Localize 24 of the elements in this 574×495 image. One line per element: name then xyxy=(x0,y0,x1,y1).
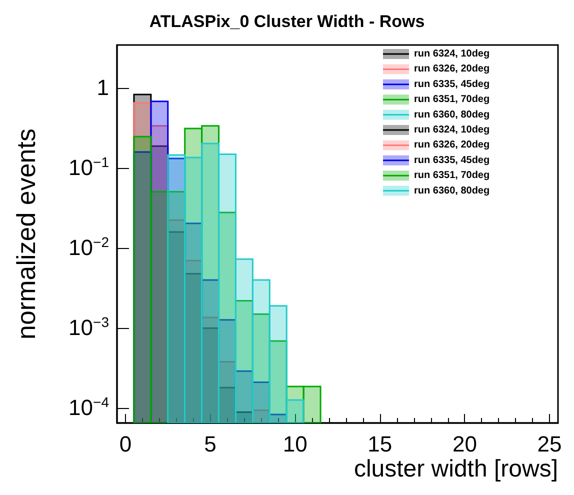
y-tick-label: 10$^{−4}$ xyxy=(68,394,109,422)
text: run 6360, 80deg xyxy=(414,109,490,120)
legend-label: run 6324, 10deg xyxy=(414,124,490,136)
text: run 6326, 20deg xyxy=(414,64,490,75)
legend-label: run 6335, 45deg xyxy=(414,154,490,166)
y-tick-label: 1 xyxy=(96,74,109,102)
y-tick-label: 10$^{−1}$ xyxy=(68,154,109,182)
chart-title: ATLASPix_0 Cluster Width - Rows xyxy=(149,12,425,31)
x-tick-label: 25 xyxy=(537,432,562,456)
x-axis-title: cluster width [rows] xyxy=(354,456,558,482)
text: run 6351, 70deg xyxy=(414,94,490,106)
legend-label: run 6326, 20deg xyxy=(414,140,490,151)
x-tick-label: 15 xyxy=(368,432,392,456)
y-tick-label: 10$^{−2}$ xyxy=(68,234,109,262)
text: run 6335, 45deg xyxy=(414,78,490,90)
legend-label: run 6360, 80deg xyxy=(414,185,490,196)
x-tick-label: 20 xyxy=(452,432,477,456)
x-tick-label: 0 xyxy=(119,432,132,456)
x-tick-label: 5 xyxy=(204,432,216,456)
y-axis-title: normalized events xyxy=(11,128,41,340)
text: run 6324, 10deg xyxy=(414,48,490,60)
x-tick-label: 10 xyxy=(282,432,308,456)
y-tick-label: 10$^{−3}$ xyxy=(68,314,109,342)
legend-label: run 6351, 70deg xyxy=(414,170,490,182)
